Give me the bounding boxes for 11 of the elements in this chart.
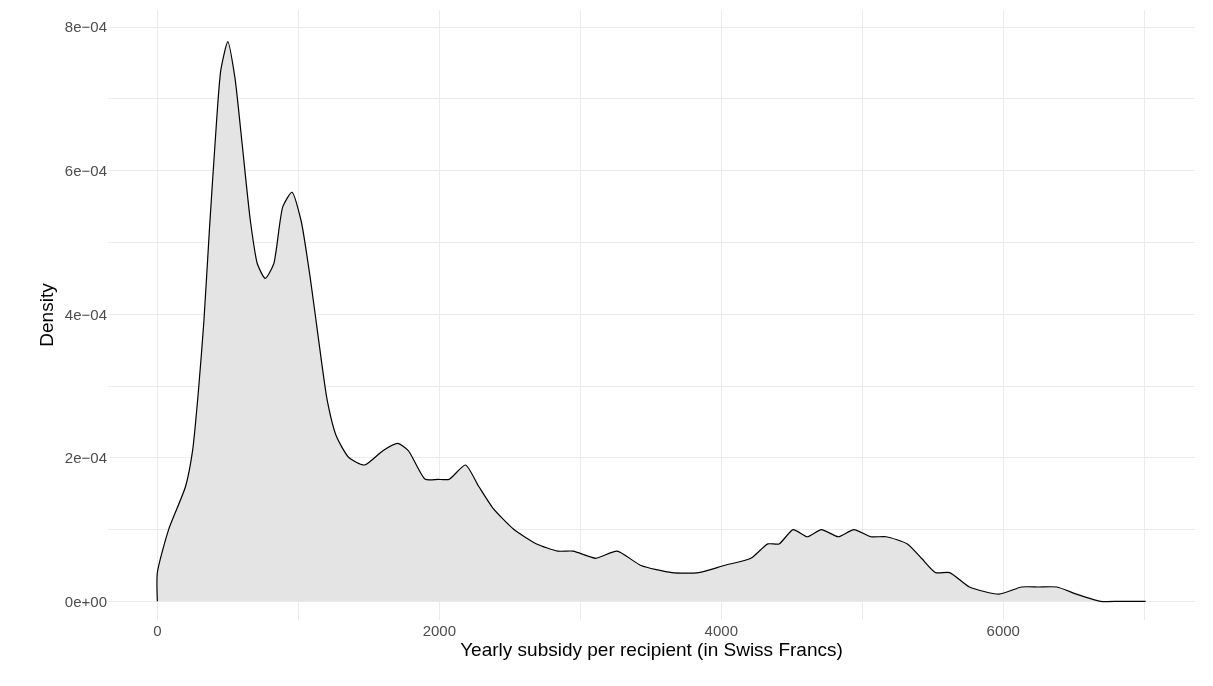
y-tick-label: 2e−04	[64, 449, 107, 467]
x-tick-label: 2000	[422, 622, 457, 639]
y-tick-label: 4e−04	[64, 305, 107, 323]
x-axis-title: Yearly subsidy per recipient (in Swiss Francs)	[460, 639, 843, 660]
y-axis-title: Density	[35, 282, 57, 347]
y-tick-label: 8e−04	[64, 18, 107, 36]
x-tick-label: 6000	[986, 622, 1020, 639]
y-tick-label: 0e+00	[64, 592, 107, 610]
y-tick-label: 6e−04	[64, 162, 107, 179]
x-tick-label: 4000	[704, 622, 738, 639]
x-tick-label: 0	[153, 622, 162, 639]
